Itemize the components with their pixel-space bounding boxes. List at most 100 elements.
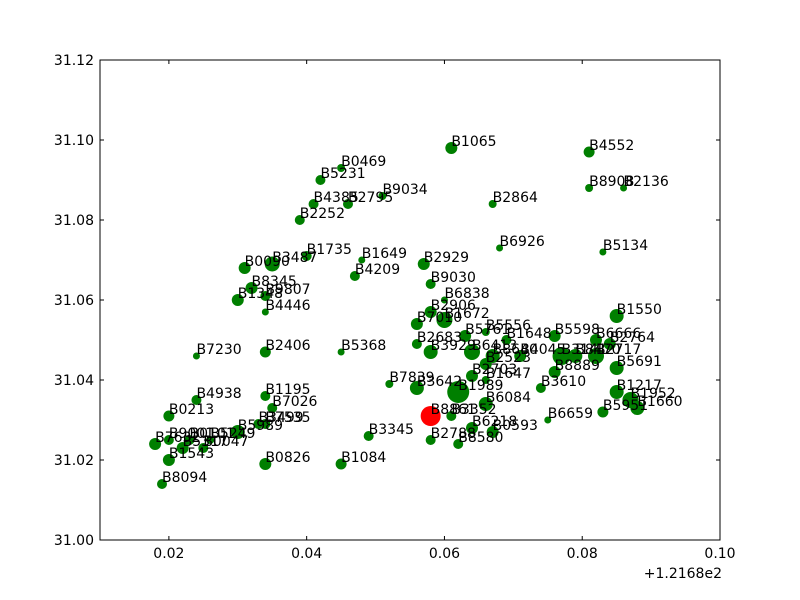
data-point (230, 425, 245, 439)
data-point (363, 431, 374, 441)
data-point (514, 350, 527, 362)
data-point (301, 251, 312, 261)
point-label: B0047 (203, 434, 248, 450)
data-point (481, 376, 490, 384)
point-label: B9034 (382, 182, 427, 198)
point-label: B7632 (155, 430, 200, 446)
data-point (231, 294, 244, 306)
data-point (206, 436, 215, 444)
point-label: B7026 (272, 394, 317, 410)
y-tick-label: 31.02 (54, 453, 94, 469)
point-label: B5368 (341, 338, 386, 354)
data-point (552, 347, 571, 365)
point-label: B3345 (369, 422, 414, 438)
data-point (446, 411, 457, 421)
x-tick-label: 0.02 (153, 546, 184, 562)
data-point (609, 385, 624, 399)
data-point (548, 330, 561, 342)
point-label: B0101 (190, 426, 235, 442)
data-point (315, 175, 326, 185)
point-label: B1648 (506, 326, 551, 342)
x-tick-label: 0.06 (429, 546, 460, 562)
data-point (609, 309, 624, 323)
point-label: B3487 (272, 250, 317, 266)
point-label: B3141 (562, 342, 607, 358)
point-label: B2717 (596, 342, 641, 358)
point-label: B8889 (555, 358, 600, 374)
data-point (620, 184, 628, 192)
point-label: B2795 (348, 190, 393, 206)
point-label: B5598 (555, 322, 600, 338)
point-label: B7230 (196, 342, 241, 358)
point-label: B4045 (520, 342, 565, 358)
data-point (424, 306, 437, 318)
point-label: B0090 (245, 254, 290, 270)
data-point (308, 199, 319, 209)
point-label: B5951 (603, 398, 648, 414)
data-point (544, 416, 552, 424)
point-label: B4385 (314, 190, 359, 206)
data-point (260, 291, 271, 301)
point-label: B6666 (596, 326, 641, 342)
point-label: B7535 (265, 410, 310, 426)
data-point (548, 366, 561, 378)
x-axis: 0.02 0.04 0.06 0.08 0.10 (153, 60, 736, 562)
point-label: B2523 (486, 350, 531, 366)
data-point (453, 439, 464, 449)
x-tick-label: 0.10 (704, 546, 735, 562)
x-tick-label: 0.04 (291, 546, 322, 562)
data-point (588, 348, 604, 364)
data-point (337, 164, 346, 172)
point-label: B1989 (458, 378, 503, 394)
point-label: B4938 (196, 386, 241, 402)
data-point (590, 334, 602, 346)
point-label: B2136 (624, 174, 669, 190)
data-point (478, 397, 493, 411)
data-point (609, 361, 624, 375)
data-point (479, 358, 492, 370)
y-axis: 31.00 31.02 31.04 31.06 31.08 31.10 31.12 (54, 53, 720, 549)
data-point (599, 248, 607, 256)
point-label: B4446 (265, 298, 310, 314)
highlight-point (420, 406, 441, 426)
data-point (260, 391, 271, 401)
point-label: B5989 (238, 418, 283, 434)
point-label: B4552 (589, 138, 634, 154)
point-label: B0213 (169, 402, 214, 418)
data-point (425, 435, 436, 445)
point-label: B9001 (169, 426, 214, 442)
point-label: B5691 (617, 354, 662, 370)
point-label: B6413 (472, 338, 517, 354)
point-label: B2788 (431, 426, 476, 442)
data-point (486, 426, 499, 438)
points-layer (149, 142, 645, 489)
data-point (603, 338, 616, 350)
point-label: B8908 (589, 174, 634, 190)
point-label: B2906 (431, 298, 476, 314)
data-point (163, 410, 175, 422)
y-tick-label: 31.06 (54, 293, 94, 309)
data-point (162, 454, 175, 466)
point-label: B7010 (417, 310, 462, 326)
data-point (425, 279, 436, 289)
data-point (466, 370, 478, 382)
data-point (191, 395, 202, 405)
y-tick-label: 31.00 (54, 533, 94, 549)
y-tick-label: 31.10 (54, 133, 94, 149)
data-point (378, 192, 387, 200)
point-label: B1550 (617, 302, 662, 318)
point-label: B9807 (265, 282, 310, 298)
point-label: B1649 (362, 246, 407, 262)
data-point (585, 184, 594, 192)
point-label: B8640 (493, 342, 538, 358)
data-point (267, 403, 278, 413)
point-label: B9030 (431, 270, 476, 286)
point-label: B3499 (258, 410, 303, 426)
data-point (198, 443, 209, 453)
data-point (259, 458, 272, 470)
data-point (149, 438, 162, 450)
data-point (411, 339, 422, 349)
